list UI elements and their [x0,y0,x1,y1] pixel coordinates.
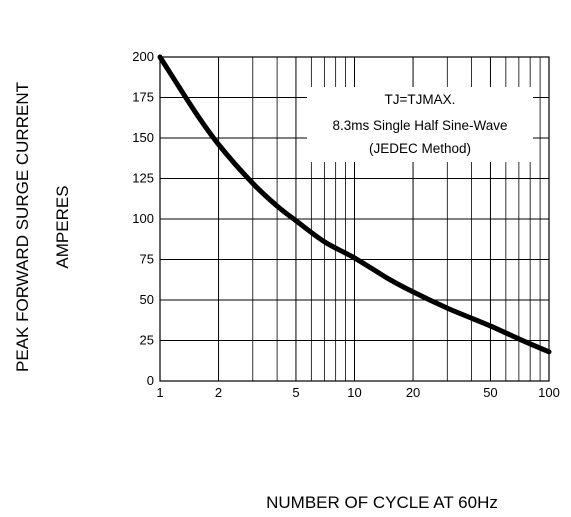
plot-frame [159,56,550,382]
y-axis-label-line-1: PEAK FORWARD SURGE CURRENT [13,82,32,372]
y-tick-label: 0 [147,373,154,388]
x-axis-label: NUMBER OF CYCLE AT 60Hz [266,493,498,512]
y-tick-label: 75 [140,252,154,267]
x-tick-label: 5 [292,385,299,400]
y-tick-labels: 0 25 50 75 100 125 150 175 200 [132,49,154,388]
y-tick-label: 150 [132,130,154,145]
y-tick-label: 100 [132,211,154,226]
annotation-line-2: 8.3ms Single Half Sine-Wave [332,118,507,133]
y-tick-label: 175 [132,90,154,105]
y-tick-label: 25 [140,333,154,348]
annotation: TJ=TJMAX. 8.3ms Single Half Sine-Wave (J… [307,87,533,162]
y-tick-label: 50 [140,292,154,307]
x-tick-label: 20 [406,385,420,400]
annotation-background [307,87,533,162]
x-tick-labels: 1 2 5 10 20 50 100 [156,385,559,400]
annotation-line-3: (JEDEC Method) [369,141,471,156]
x-tick-label: 100 [538,385,560,400]
x-tick-label: 50 [483,385,497,400]
x-tick-label: 10 [347,385,361,400]
series-line-surge-current [157,54,552,355]
y-tick-label: 125 [132,171,154,186]
y-axis-label-line-2: AMPERES [53,185,72,268]
x-tick-label: 1 [156,385,163,400]
y-tick-label: 200 [132,49,154,64]
annotation-line-1: TJ=TJMAX. [385,92,456,107]
x-tick-label: 2 [215,385,222,400]
